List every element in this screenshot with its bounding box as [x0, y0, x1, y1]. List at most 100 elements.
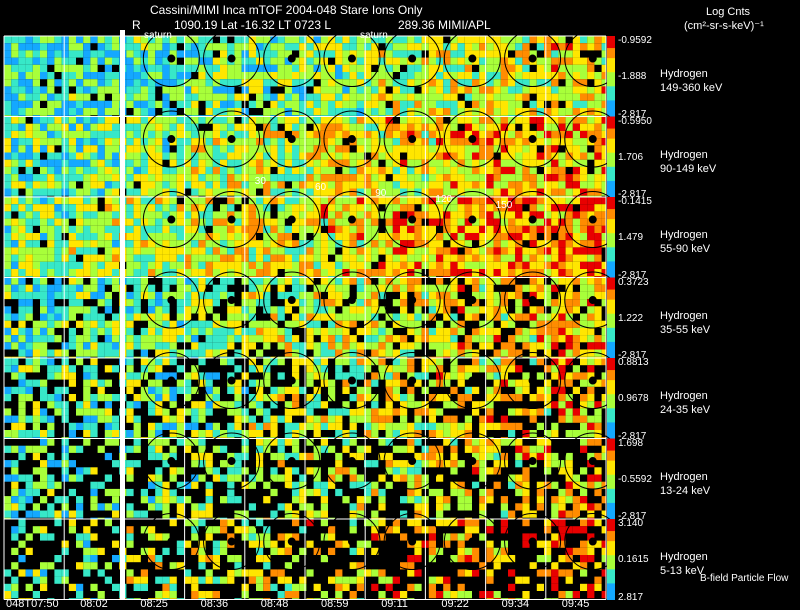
heatmap-cell	[551, 211, 558, 218]
heatmap-cell	[537, 174, 544, 181]
heatmap-cell	[314, 475, 321, 482]
heatmap-cell	[4, 72, 11, 79]
heatmap-cell	[386, 342, 393, 349]
heatmap-cell	[508, 160, 515, 167]
heatmap-cell	[573, 226, 580, 233]
heatmap-cell	[551, 138, 558, 145]
heatmap-cell	[378, 247, 385, 254]
heatmap-cell	[306, 211, 313, 218]
heatmap-cell	[249, 124, 256, 131]
heatmap-cell	[98, 380, 105, 387]
heatmap-cell	[69, 65, 76, 72]
heatmap-cell	[278, 94, 285, 101]
heatmap-cell	[11, 43, 18, 50]
heatmap-cell	[407, 439, 414, 446]
heatmap-cell	[465, 314, 472, 321]
heatmap-cell	[69, 181, 76, 188]
heatmap-cell	[11, 285, 18, 292]
heatmap-cell	[472, 117, 479, 124]
heatmap-cell	[558, 269, 565, 276]
heatmap-cell	[33, 240, 40, 247]
heatmap-cell	[33, 43, 40, 50]
heatmap-cell	[515, 233, 522, 240]
heatmap-cell	[69, 365, 76, 372]
heatmap-cell	[494, 365, 501, 372]
heatmap-cell	[206, 482, 213, 489]
heatmap-cell	[69, 167, 76, 174]
heatmap-cell	[544, 86, 551, 93]
heatmap-cell	[69, 342, 76, 349]
heatmap-cell	[494, 79, 501, 86]
heatmap-cell	[26, 430, 33, 437]
heatmap-cell	[105, 247, 112, 254]
heatmap-cell	[587, 365, 594, 372]
heatmap-cell	[62, 160, 69, 167]
heatmap-cell	[436, 430, 443, 437]
heatmap-cell	[98, 408, 105, 415]
heatmap-cell	[155, 174, 162, 181]
heatmap-cell	[11, 240, 18, 247]
heatmap-cell	[566, 255, 573, 262]
heatmap-cell	[573, 416, 580, 423]
heatmap-cell	[285, 247, 292, 254]
heatmap-cell	[33, 328, 40, 335]
heatmap-cell	[386, 372, 393, 379]
heatmap-cell	[335, 314, 342, 321]
heatmap-cell	[33, 197, 40, 204]
heatmap-cell	[69, 153, 76, 160]
heatmap-cell	[371, 94, 378, 101]
heatmap-cell	[350, 160, 357, 167]
heatmap-cell	[83, 439, 90, 446]
saturn-marker	[228, 216, 236, 224]
heatmap-cell	[306, 174, 313, 181]
heatmap-cell	[306, 365, 313, 372]
heatmap-cell	[602, 167, 606, 174]
heatmap-cell	[544, 335, 551, 342]
heatmap-cell	[522, 50, 529, 57]
heatmap-cell	[472, 358, 479, 365]
heatmap-cell	[177, 380, 184, 387]
heatmap-cell	[357, 131, 364, 138]
heatmap-cell	[148, 108, 155, 115]
heatmap-cell	[126, 380, 133, 387]
heatmap-cell	[54, 269, 61, 276]
heatmap-cell	[220, 50, 227, 57]
heatmap-cell	[371, 79, 378, 86]
heatmap-cell	[580, 43, 587, 50]
heatmap-cell	[278, 306, 285, 313]
heatmap-cell	[26, 36, 33, 43]
heatmap-cell	[400, 460, 407, 467]
heatmap-cell	[198, 321, 205, 328]
heatmap-cell	[566, 269, 573, 276]
heatmap-cell	[580, 278, 587, 285]
heatmap-cell	[18, 219, 25, 226]
heatmap-cell	[4, 108, 11, 115]
heatmap-cell	[11, 65, 18, 72]
heatmap-cell	[342, 358, 349, 365]
heatmap-cell	[4, 240, 11, 247]
heatmap-cell	[594, 124, 601, 131]
heatmap-cell	[285, 167, 292, 174]
heatmap-cell	[566, 335, 573, 342]
heatmap-cell	[292, 365, 299, 372]
heatmap-cell	[213, 153, 220, 160]
heatmap-cell	[234, 423, 241, 430]
heatmap-cell	[90, 350, 97, 357]
heatmap-cell	[436, 328, 443, 335]
heatmap-cell	[386, 416, 393, 423]
heatmap-cell	[515, 446, 522, 453]
heatmap-cell	[530, 262, 537, 269]
heatmap-cell	[191, 58, 198, 65]
heatmap-cell	[472, 174, 479, 181]
heatmap-cell	[134, 233, 141, 240]
heatmap-cell	[112, 219, 119, 226]
heatmap-cell	[98, 233, 105, 240]
heatmap-cell	[126, 467, 133, 474]
heatmap-cell	[155, 197, 162, 204]
heatmap-cell	[371, 255, 378, 262]
heatmap-cell	[458, 101, 465, 108]
heatmap-cell	[501, 262, 508, 269]
heatmap-cell	[206, 247, 213, 254]
panel-row	[4, 31, 621, 117]
heatmap-cell	[508, 145, 515, 152]
